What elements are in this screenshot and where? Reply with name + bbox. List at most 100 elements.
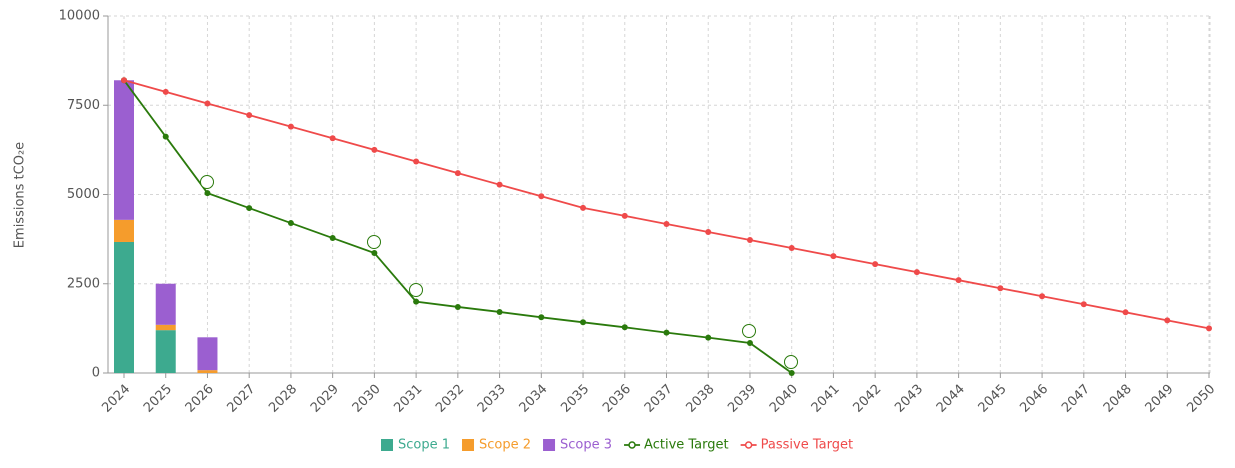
y-tick-label: 7500 [67, 98, 100, 113]
legend-item[interactable]: Scope 3 [543, 438, 612, 453]
point [538, 314, 545, 321]
point [1164, 317, 1171, 324]
x-tick-label: 2037 [642, 382, 676, 416]
x-tick-label: 2033 [475, 382, 509, 416]
point [496, 181, 503, 188]
point [454, 303, 461, 310]
point [1080, 301, 1087, 308]
point [287, 220, 294, 227]
legend-item[interactable]: Scope 1 [381, 438, 450, 453]
x-tick-label: 2034 [517, 382, 551, 416]
x-tick-label: 2024 [99, 382, 133, 416]
y-tick-label: 2500 [67, 276, 100, 291]
point [246, 205, 253, 212]
point [788, 245, 795, 252]
point [246, 112, 253, 119]
annotation-icon[interactable] [367, 235, 381, 249]
x-tick-label: 2035 [558, 382, 592, 416]
legend-item[interactable]: Active Target [624, 438, 729, 453]
bar [114, 219, 134, 242]
point [287, 123, 294, 130]
point [705, 228, 712, 235]
legend-swatch-point [744, 441, 753, 449]
point [621, 324, 628, 331]
x-tick-label: 2043 [892, 382, 926, 416]
point [371, 250, 378, 257]
bar [197, 337, 218, 371]
legend-swatch-point [628, 441, 636, 449]
x-tick-label: 2040 [767, 382, 801, 416]
bar [197, 370, 218, 373]
point [580, 204, 587, 211]
legend-swatch [381, 439, 393, 451]
x-tick-label: 2031 [391, 382, 425, 416]
bar [155, 324, 176, 331]
legend-label: Active Target [644, 438, 729, 453]
x-tick-label: 2038 [684, 382, 718, 416]
x-tick-label: 2027 [224, 382, 258, 416]
point [329, 135, 336, 142]
x-tick-label: 2030 [350, 382, 384, 416]
legend-label: Passive Target [761, 438, 853, 453]
point [788, 370, 795, 376]
point [746, 237, 753, 244]
y-tick-label: 5000 [67, 187, 100, 202]
x-tick-label: 2032 [433, 382, 467, 416]
point [454, 170, 461, 177]
point [413, 298, 420, 305]
bar [155, 283, 176, 325]
x-tick-label: 2039 [725, 382, 759, 416]
point [746, 340, 753, 347]
x-tick-label: 2049 [1143, 382, 1177, 416]
y-tick-label: 10000 [59, 9, 100, 24]
point [496, 308, 503, 315]
x-tick-label: 2041 [809, 382, 843, 416]
point [955, 277, 962, 284]
annotation-icon[interactable] [742, 324, 756, 338]
legend-label: Scope 1 [398, 438, 450, 453]
point [1122, 309, 1129, 316]
point [913, 269, 920, 276]
x-tick-label: 2045 [976, 382, 1010, 416]
bar [114, 241, 134, 373]
legend-label: Scope 3 [560, 438, 612, 453]
legend: Scope 1 Scope 2 Scope 3 Active Target Passiv… [381, 438, 853, 453]
grid [108, 15, 1211, 374]
x-tick-label: 2036 [600, 382, 634, 416]
legend-swatch [543, 439, 556, 451]
legend-swatch [462, 439, 475, 451]
point [204, 190, 211, 197]
annotation-icon[interactable] [200, 175, 214, 189]
annotation-icon[interactable] [409, 283, 423, 297]
legend-item[interactable]: Scope 2 [462, 438, 531, 453]
legend-item[interactable]: Passive Target [740, 438, 853, 453]
point [663, 329, 670, 336]
point [663, 220, 670, 227]
point [580, 319, 587, 326]
x-tick-label: 2025 [141, 382, 175, 416]
annotation-icon[interactable] [784, 355, 798, 369]
x-tick-label: 2046 [1017, 382, 1051, 416]
point [997, 285, 1004, 292]
point [162, 88, 169, 95]
x-tick-label: 2050 [1184, 382, 1218, 416]
point [204, 100, 211, 107]
point [121, 77, 127, 84]
point [872, 261, 879, 268]
x-tick-label: 2044 [934, 382, 968, 416]
point [413, 158, 420, 165]
bar [114, 80, 134, 220]
point [1206, 325, 1212, 332]
point [1039, 293, 1046, 300]
x-tick-label: 2029 [308, 382, 342, 416]
bar [155, 330, 176, 373]
point [538, 193, 545, 200]
legend-label: Scope 2 [479, 438, 531, 453]
y-tick-label: 0 [92, 366, 100, 381]
x-tick-label: 2028 [266, 382, 300, 416]
x-tick-label: 2042 [850, 382, 884, 416]
y-axis-title: Emissions tCO₂e [13, 142, 28, 248]
annotation-icons [200, 175, 798, 369]
point [830, 253, 837, 260]
point [621, 212, 628, 219]
